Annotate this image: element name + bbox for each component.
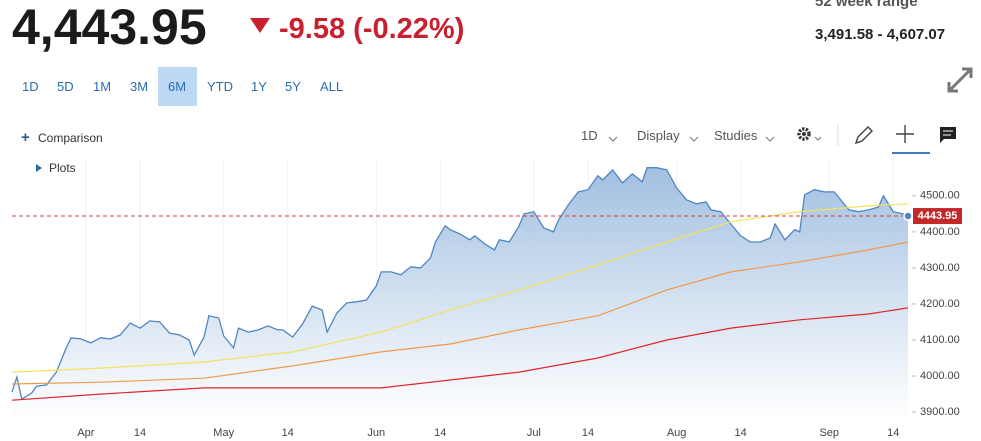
down-arrow (250, 18, 270, 33)
x-tick-label: 14 (582, 427, 594, 439)
series-line (11, 241, 909, 385)
pencil-icon[interactable] (854, 126, 873, 145)
chevron (689, 136, 699, 142)
price-change: -9.58 (-0.22%) (279, 13, 464, 45)
last-price-box (913, 208, 962, 225)
interval[interactable]: 1D (581, 128, 598, 143)
range-buttons: 1D 5D 1M 3M 6M YTD 1Y 5Y ALL (22, 67, 343, 106)
chevron (765, 136, 775, 142)
y-tick-label: 4500.00 (920, 190, 960, 202)
range-button[interactable]: ALL (320, 79, 343, 94)
series-line (11, 167, 909, 401)
plots[interactable]: Plots (49, 161, 76, 175)
x-tick-label: Jul (527, 427, 541, 439)
range-button[interactable]: 1D (22, 79, 39, 94)
series-line (11, 203, 909, 373)
y-tick-label: 4000.00 (920, 370, 960, 382)
y-tick-label: 4300.00 (920, 262, 960, 274)
x-tick-label: 14 (734, 427, 746, 439)
comparison[interactable]: Comparison (38, 131, 103, 145)
y-tick-label: 3900.00 (920, 406, 960, 418)
x-tick-label: Aug (667, 427, 687, 439)
x-tick-label: 14 (134, 427, 146, 439)
area-fill (12, 167, 908, 420)
x-tick-label: 14 (887, 427, 899, 439)
display[interactable]: Display (637, 128, 680, 143)
range-value: 3,491.58 - 4,607.07 (815, 26, 945, 43)
plots-arrow[interactable] (36, 164, 42, 172)
range-button[interactable]: YTD (207, 79, 233, 94)
range-button[interactable]: 5Y (285, 79, 301, 94)
studies[interactable]: Studies (714, 128, 758, 143)
x-tick-label: Sep (819, 427, 839, 439)
selected-bg (158, 67, 197, 106)
plus-icon[interactable]: + (21, 129, 30, 146)
x-tick-label: May (213, 427, 234, 439)
x-tick-label: 14 (434, 427, 446, 439)
range-button[interactable]: 1M (93, 79, 111, 94)
gear-icon[interactable] (797, 127, 822, 141)
range-button[interactable]: 3M (130, 79, 148, 94)
range-button[interactable]: 6M (168, 79, 186, 94)
x-tick-label: Apr (77, 427, 94, 439)
expand-icon[interactable] (947, 67, 973, 93)
comment-icon[interactable] (940, 127, 956, 143)
price: 4,443.95 (12, 0, 207, 55)
y-tick-label: 4400.00 (920, 226, 960, 238)
x-tick-label: Jun (367, 427, 385, 439)
last-price-label: 4443.95 (918, 210, 958, 222)
range-button[interactable]: 5D (57, 79, 74, 94)
y-tick-label: 4200.00 (920, 298, 960, 310)
range-title: 52 week range (815, 0, 918, 10)
y-tick-label: 4100.00 (920, 334, 960, 346)
plot-area: 3900.00 4000.00 4100.00 4200.00 4300.00 4400.… (11, 158, 962, 439)
last-price-dot (903, 211, 913, 221)
chevron (608, 136, 618, 142)
range-button[interactable]: 1Y (251, 79, 267, 94)
crosshair-icon[interactable] (896, 125, 914, 143)
series-line (11, 307, 909, 401)
x-tick-label: 14 (282, 427, 294, 439)
